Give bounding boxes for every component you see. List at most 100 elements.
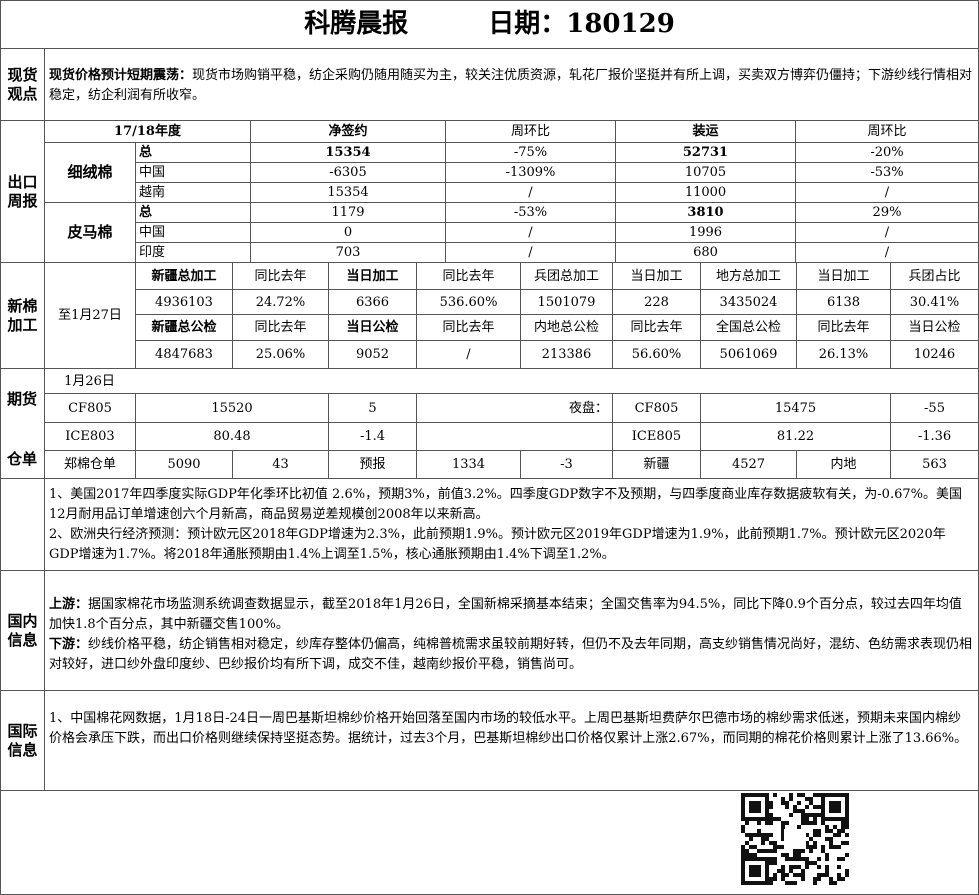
cell: 43 <box>232 450 329 479</box>
section-label: 仓单 <box>6 450 37 468</box>
cell: 夜盘： <box>416 393 613 423</box>
cell: / <box>445 242 616 263</box>
cell: 6366 <box>328 289 417 315</box>
row-label: 总 <box>135 142 251 163</box>
cell: 56.60% <box>612 340 701 369</box>
empty-cell <box>416 422 613 451</box>
cell: -3 <box>520 450 613 479</box>
cell: 536.60% <box>416 289 521 315</box>
section-label: 期货 <box>6 390 37 408</box>
table-header: 周环比 <box>795 120 979 143</box>
cell: 4527 <box>700 450 797 479</box>
cell: 15475 <box>700 393 891 423</box>
cell: -6305 <box>250 162 446 183</box>
paragraph-text: 2、欧洲央行经济预测：预计欧元区2018年GDP增速为2.3%，此前预期1.9%… <box>49 527 946 562</box>
cell: 当日加工 <box>612 262 701 290</box>
cell: 全国总公检 <box>700 314 797 341</box>
domestic: 上游：据国家棉花市场监测系统调查数据显示，截至2018年1月26日，全国新棉采摘… <box>44 570 979 691</box>
cell: 同比去年 <box>232 262 329 290</box>
cell: ICE803 <box>44 422 136 451</box>
cell: 25.06% <box>232 340 329 369</box>
table-header: 周环比 <box>445 120 616 143</box>
cell: / <box>795 182 979 203</box>
cell: / <box>795 242 979 263</box>
cell: 24.72% <box>232 289 329 315</box>
cell: 3435024 <box>700 289 797 315</box>
cell: ICE805 <box>612 422 701 451</box>
cell: 内地 <box>796 450 891 479</box>
cell: 81.22 <box>700 422 891 451</box>
cell: / <box>445 222 616 243</box>
section-label <box>0 478 45 571</box>
futures-date: 1月26日 <box>64 374 115 389</box>
lead: 下游： <box>49 637 89 652</box>
group-name: 皮马棉 <box>44 202 136 263</box>
paragraph: 2、欧洲央行经济预测：预计欧元区2018年GDP增速为2.3%，此前预期1.9%… <box>49 525 974 565</box>
cell: 预报 <box>328 450 417 479</box>
date: 日期：180129 <box>488 9 675 39</box>
table-header: 装运 <box>615 120 796 143</box>
lead: 上游： <box>49 597 89 612</box>
cell: 3810 <box>615 202 796 223</box>
cell: 5090 <box>135 450 233 479</box>
cell: 703 <box>250 242 446 263</box>
cell: 1179 <box>250 202 446 223</box>
section-label: 现货观点 <box>0 48 45 121</box>
paragraph-text: 纱线价格平稳，纺企销售相对稳定，纱库存整体仍偏高，纯棉普梳需求虽较前期好转，但仍… <box>49 637 973 672</box>
cell: 5 <box>328 393 417 423</box>
section-label: 新棉加工 <box>0 262 45 369</box>
cell: 29% <box>795 202 979 223</box>
group-name: 细绒棉 <box>44 142 136 203</box>
spot-body: 现货市场购销平稳，纺企采购仍随用随买为主，较关注优质资源，轧花厂报价坚挺并有所上… <box>49 68 973 103</box>
cell: 26.13% <box>796 340 891 369</box>
paragraph-text: 据国家棉花市场监测系统调查数据显示，截至2018年1月26日，全国新棉采摘基本结… <box>49 597 962 632</box>
cell: 同比去年 <box>796 314 891 341</box>
cell: 15354 <box>250 142 446 163</box>
spot-lead: 现货价格预计短期震荡： <box>49 68 193 83</box>
international: 1、中国棉花网数据，1月18日-24日一周巴基斯坦棉纱价格开始回落至国内市场的较… <box>44 690 979 791</box>
cell: / <box>795 222 979 243</box>
title: 科腾晨报 <box>304 9 409 39</box>
cell: 52731 <box>615 142 796 163</box>
cell: 563 <box>890 450 979 479</box>
cell: / <box>416 340 521 369</box>
cell: -55 <box>890 393 979 423</box>
cell: / <box>445 182 616 203</box>
cell: 680 <box>615 242 796 263</box>
cell: 1996 <box>615 222 796 243</box>
row-label: 中国 <box>135 162 251 183</box>
cell: -75% <box>445 142 616 163</box>
paragraph-text: 1、中国棉花网数据，1月18日-24日一周巴基斯坦棉纱价格开始回落至国内市场的较… <box>49 711 968 746</box>
cell: CF805 <box>612 393 701 423</box>
cell: 同比去年 <box>612 314 701 341</box>
paragraph: 上游：据国家棉花市场监测系统调查数据显示，截至2018年1月26日，全国新棉采摘… <box>49 595 974 635</box>
section-label: 国际信息 <box>0 690 45 791</box>
cell: 9052 <box>328 340 417 369</box>
cell: 兵团占比 <box>890 262 979 290</box>
cell: 10246 <box>890 340 979 369</box>
spot-text: 现货价格预计短期震荡：现货市场购销平稳，纺企采购仍随用随买为主，较关注优质资源，… <box>44 48 979 121</box>
cell: -53% <box>445 202 616 223</box>
paragraph: 下游：纱线价格平稳，纺企销售相对稳定，纱库存整体仍偏高，纯棉普梳需求虽较前期好转… <box>49 635 974 675</box>
cell: 当日公检 <box>328 314 417 341</box>
cell: 新疆 <box>612 450 701 479</box>
cell: 新疆总公检 <box>135 314 233 341</box>
cell: CF805 <box>44 393 136 423</box>
cell: 11000 <box>615 182 796 203</box>
cell: 4847683 <box>135 340 233 369</box>
cell: -1309% <box>445 162 616 183</box>
futures-date-row <box>44 368 979 394</box>
section-label: 出口周报 <box>0 120 45 263</box>
cell: 30.41% <box>890 289 979 315</box>
cell: 同比去年 <box>232 314 329 341</box>
cell: -1.4 <box>328 422 417 451</box>
cell: 地方总加工 <box>700 262 797 290</box>
cell: 1501079 <box>520 289 613 315</box>
paragraph-text: 1、美国2017年四季度实际GDP年化季环比初值 2.6%，预期3%，前值3.2… <box>49 487 962 522</box>
cell: 内地总公检 <box>520 314 613 341</box>
cell: 228 <box>612 289 701 315</box>
cell: 同比去年 <box>416 262 521 290</box>
cell: 6138 <box>796 289 891 315</box>
row-label: 印度 <box>135 242 251 263</box>
